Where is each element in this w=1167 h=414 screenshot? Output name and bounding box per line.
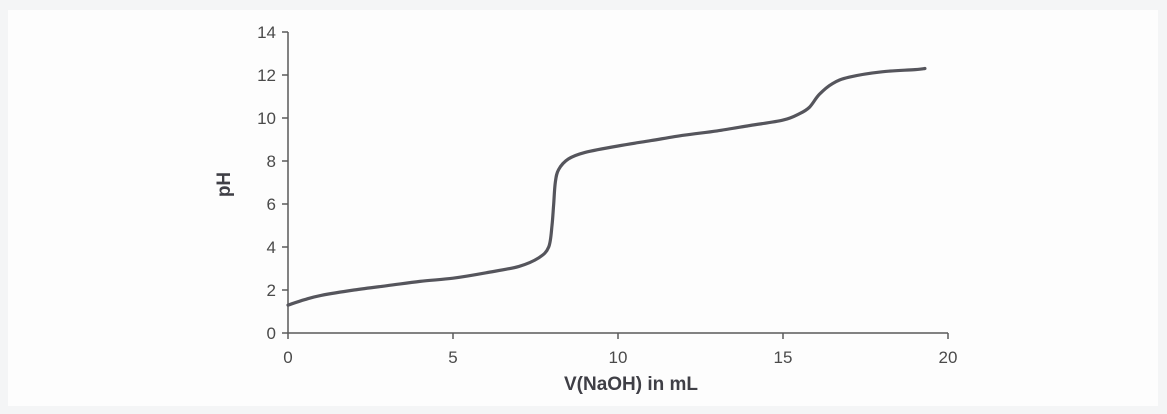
ph-curve <box>286 66 927 307</box>
x-axis-title: V(NaOH) in mL <box>564 374 698 395</box>
y-tick-label: 10 <box>257 109 276 128</box>
y-tick-label: 4 <box>267 238 276 257</box>
x-ticks: 0 5 10 15 20 <box>283 333 957 367</box>
y-tick-label: 12 <box>257 66 276 85</box>
x-tick-label: 5 <box>448 348 457 367</box>
y-ticks: 0 2 4 6 8 10 12 14 <box>257 23 288 343</box>
x-tick-label: 0 <box>283 348 292 367</box>
titration-line-chart: 0 2 4 6 8 10 12 14 0 5 10 15 20 V(NaOH) in mL pH <box>214 23 957 395</box>
y-axis-title: pH <box>214 172 235 197</box>
x-tick-label: 20 <box>939 348 958 367</box>
y-tick-label: 8 <box>267 152 276 171</box>
chart-panel: 0 2 4 6 8 10 12 14 0 5 10 15 20 V(NaOH) in mL pH <box>8 10 1158 406</box>
y-tick-label: 2 <box>267 281 276 300</box>
x-tick-label: 10 <box>609 348 628 367</box>
y-tick-label: 0 <box>267 324 276 343</box>
y-tick-label: 6 <box>267 195 276 214</box>
y-tick-label: 14 <box>257 23 276 42</box>
x-tick-label: 15 <box>774 348 793 367</box>
